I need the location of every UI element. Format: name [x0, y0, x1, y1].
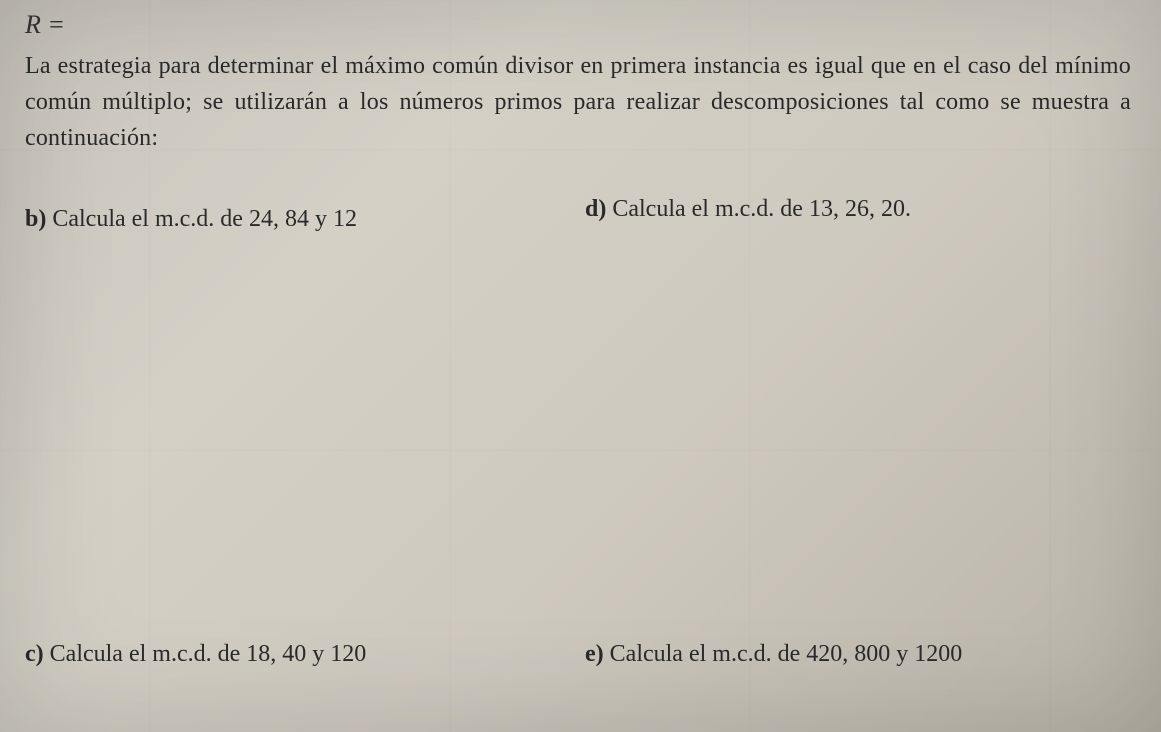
exercise-d-text: Calcula el m.c.d. de 13, 26, 20.	[612, 196, 911, 222]
exercise-e-label: e)	[585, 641, 604, 667]
exercises-container: b) Calcula el m.c.d. de 24, 84 y 12 d) C…	[25, 196, 1131, 716]
exercise-b-label: b)	[25, 206, 46, 232]
exercise-c: c) Calcula el m.c.d. de 18, 40 y 120	[25, 641, 366, 668]
exercise-b-text: Calcula el m.c.d. de 24, 84 y 12	[52, 206, 357, 232]
exercise-d: d) Calcula el m.c.d. de 13, 26, 20.	[585, 196, 911, 223]
exercise-d-label: d)	[585, 196, 606, 222]
exercise-c-text: Calcula el m.c.d. de 18, 40 y 120	[50, 641, 367, 667]
page-content: R = La estrategia para determinar el máx…	[0, 0, 1161, 732]
equation-line: R =	[25, 10, 1131, 40]
intro-paragraph: La estrategia para determinar el máximo …	[25, 48, 1131, 156]
exercise-e: e) Calcula el m.c.d. de 420, 800 y 1200	[585, 641, 962, 668]
exercise-c-label: c)	[25, 641, 44, 667]
exercise-b: b) Calcula el m.c.d. de 24, 84 y 12	[25, 206, 357, 233]
exercise-e-text: Calcula el m.c.d. de 420, 800 y 1200	[610, 641, 963, 667]
